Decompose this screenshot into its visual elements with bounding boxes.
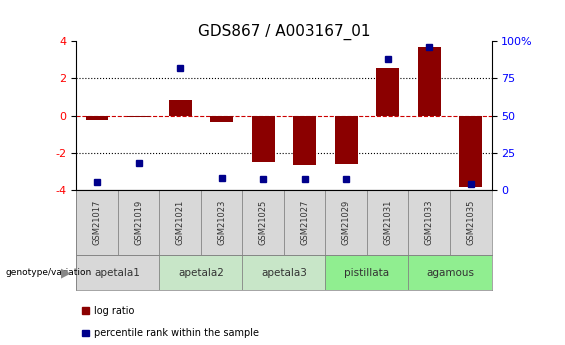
- Bar: [408, 190, 450, 255]
- Text: apetala2: apetala2: [178, 268, 224, 277]
- Bar: [284, 190, 325, 255]
- Text: ▶: ▶: [61, 266, 71, 279]
- Text: GSM21033: GSM21033: [425, 200, 434, 245]
- Text: GSM21019: GSM21019: [134, 200, 143, 245]
- Bar: [408, 255, 492, 290]
- Bar: [210, 116, 233, 122]
- Bar: [201, 190, 242, 255]
- Text: GSM21029: GSM21029: [342, 200, 351, 245]
- Text: percentile rank within the sample: percentile rank within the sample: [94, 328, 259, 338]
- Bar: [252, 116, 275, 162]
- Text: GSM21031: GSM21031: [383, 200, 392, 245]
- Text: GSM21027: GSM21027: [300, 200, 309, 245]
- Bar: [325, 255, 408, 290]
- Bar: [76, 255, 159, 290]
- Bar: [118, 190, 159, 255]
- Text: GSM21017: GSM21017: [93, 200, 102, 245]
- Text: GSM21023: GSM21023: [217, 200, 226, 245]
- Text: agamous: agamous: [426, 268, 474, 277]
- Bar: [159, 190, 201, 255]
- Title: GDS867 / A003167_01: GDS867 / A003167_01: [198, 24, 370, 40]
- Text: genotype/variation: genotype/variation: [6, 268, 92, 277]
- Bar: [293, 116, 316, 165]
- Text: pistillata: pistillata: [345, 268, 389, 277]
- Bar: [169, 100, 192, 116]
- Bar: [459, 116, 482, 187]
- Text: apetala3: apetala3: [261, 268, 307, 277]
- Bar: [127, 116, 150, 117]
- Bar: [335, 116, 358, 164]
- Text: GSM21021: GSM21021: [176, 200, 185, 245]
- Bar: [86, 116, 108, 120]
- Bar: [76, 190, 118, 255]
- Bar: [242, 255, 325, 290]
- Text: GSM21035: GSM21035: [466, 200, 475, 245]
- Text: GSM21025: GSM21025: [259, 200, 268, 245]
- Bar: [159, 255, 242, 290]
- Text: apetala1: apetala1: [95, 268, 141, 277]
- Bar: [418, 47, 441, 116]
- Bar: [325, 190, 367, 255]
- Text: log ratio: log ratio: [94, 306, 134, 315]
- Bar: [450, 190, 492, 255]
- Bar: [242, 190, 284, 255]
- Bar: [376, 68, 399, 116]
- Bar: [367, 190, 408, 255]
